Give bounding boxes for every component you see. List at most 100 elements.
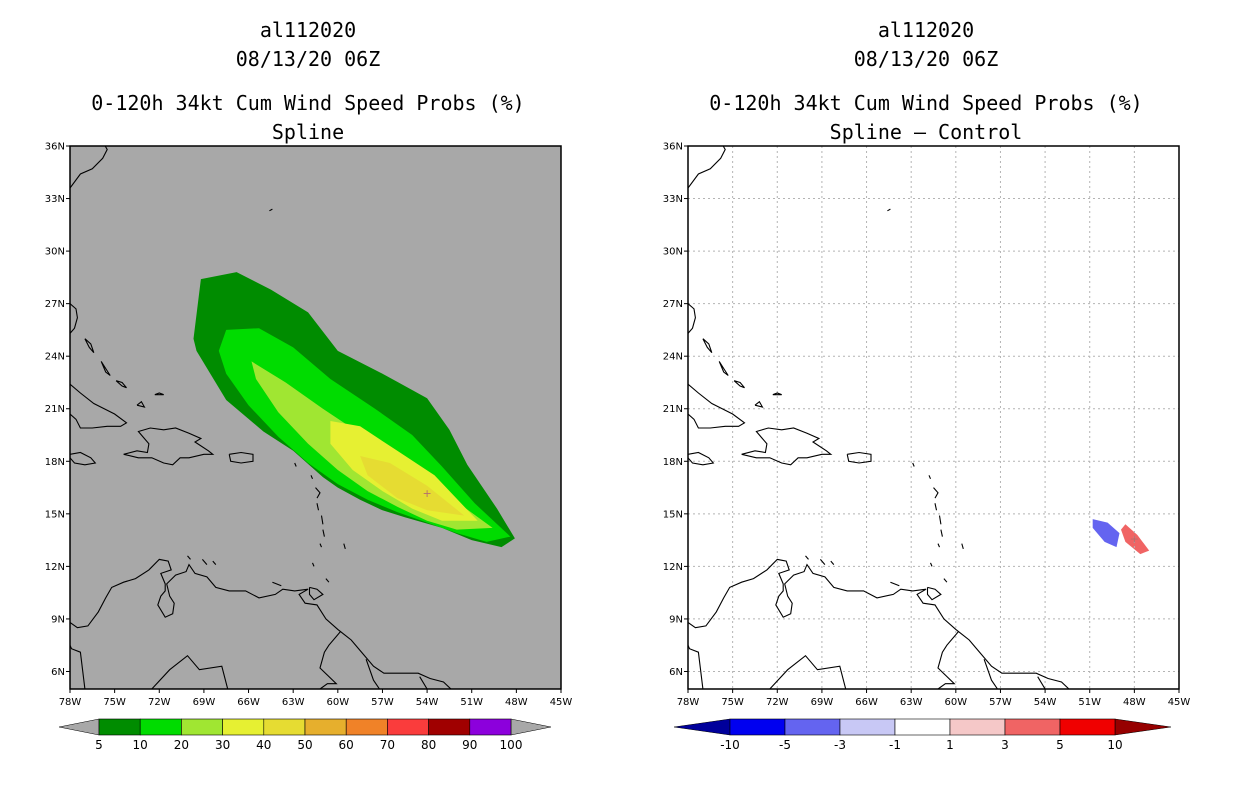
x-tick-label: 54W xyxy=(416,697,439,708)
coastline xyxy=(308,586,324,601)
colorbar-level-label: 3 xyxy=(1001,738,1009,752)
coastline xyxy=(294,462,297,467)
y-tick-label: 12N xyxy=(45,562,65,573)
x-tick-label: 66W xyxy=(237,697,260,708)
y-tick-label: 18N xyxy=(45,457,65,468)
coastline xyxy=(151,654,229,689)
colorbar-level-label: 20 xyxy=(174,738,189,752)
colorbar-level-label: 70 xyxy=(380,738,395,752)
coastline xyxy=(315,487,321,499)
spline-colorbar: 5 10 20 30 40 50 60 70 80 90 100 xyxy=(58,718,552,752)
coastline xyxy=(929,562,933,567)
y-tick-label: 15N xyxy=(45,509,65,520)
colorbar-left-arrow xyxy=(673,718,731,736)
left-title-block: al112020 08/13/20 06Z 0-120h 34kt Cum Wi… xyxy=(58,16,558,147)
colorbar-level-label: 5 xyxy=(1056,738,1064,752)
colorbar-level-label: -1 xyxy=(889,738,901,752)
coastline xyxy=(940,529,943,537)
coastline xyxy=(320,515,324,525)
x-tick-label: 75W xyxy=(721,697,744,708)
coastline xyxy=(322,529,325,537)
coastline xyxy=(84,338,95,354)
map-frame xyxy=(69,145,562,690)
x-tick-label: 57W xyxy=(989,697,1012,708)
colorbar-right-arrow xyxy=(510,718,552,736)
coastline xyxy=(688,451,715,466)
coastline xyxy=(269,208,273,212)
storm-center-marker: + xyxy=(422,487,431,500)
colorbar-level-label: 5 xyxy=(95,738,103,752)
x-tick-label: 54W xyxy=(1034,697,1057,708)
coastline xyxy=(123,427,215,466)
coastline xyxy=(70,451,97,466)
y-tick-label: 27N xyxy=(663,299,683,310)
y-tick-label: 15N xyxy=(663,509,683,520)
coastline xyxy=(928,475,932,480)
x-tick-label: 51W xyxy=(1078,697,1101,708)
coastline xyxy=(887,208,891,212)
coastline xyxy=(769,654,847,689)
y-tick-label: 33N xyxy=(663,194,683,205)
x-tick-label: 45W xyxy=(1168,697,1191,708)
coastline xyxy=(943,578,948,583)
coastline xyxy=(688,146,726,189)
coastline xyxy=(70,383,128,429)
x-tick-label: 48W xyxy=(505,697,528,708)
colorbar-level-label: -5 xyxy=(779,738,791,752)
coastline xyxy=(926,586,942,601)
y-tick-label: 36N xyxy=(663,142,683,153)
colorbar-level-label: 1 xyxy=(946,738,954,752)
coastline xyxy=(830,560,835,565)
coastline xyxy=(70,558,452,689)
contour-40 xyxy=(360,456,465,516)
contour-neg3 xyxy=(1092,519,1120,548)
colorbar-level-label: 50 xyxy=(297,738,312,752)
colorbar-level-label: 30 xyxy=(215,738,230,752)
x-tick-label: 66W xyxy=(855,697,878,708)
y-tick-label: 9N xyxy=(51,614,65,625)
coastline xyxy=(718,361,729,376)
y-tick-label: 36N xyxy=(45,142,65,153)
contour-3 xyxy=(1121,524,1150,555)
coastline xyxy=(805,555,809,560)
coastline xyxy=(912,462,915,467)
coastline xyxy=(741,427,833,466)
map-background xyxy=(688,146,1179,689)
coastline xyxy=(187,555,191,560)
x-tick-label: 72W xyxy=(148,697,171,708)
coastline xyxy=(201,559,208,565)
colorbar-swatch xyxy=(428,718,471,736)
difference-colorbar: -10 -5 -3 -1 1 3 5 10 xyxy=(673,718,1172,752)
coastline xyxy=(228,451,254,464)
map-frame xyxy=(687,145,1180,690)
y-tick-label: 24N xyxy=(45,352,65,363)
x-tick-label: 63W xyxy=(282,697,305,708)
coastline xyxy=(319,630,342,689)
left-product-title: 0-120h 34kt Cum Wind Speed Probs (%) xyxy=(91,91,525,115)
colorbar-level-label: 90 xyxy=(462,738,477,752)
coastline xyxy=(688,383,746,429)
x-tick-label: 69W xyxy=(811,697,834,708)
coastline xyxy=(272,581,282,587)
coastline xyxy=(688,558,1070,689)
colorbar-swatch xyxy=(222,718,265,736)
colorbar-swatch xyxy=(345,718,388,736)
coastline xyxy=(310,475,314,480)
coastline xyxy=(754,400,764,408)
colorbar-swatch xyxy=(98,718,141,736)
coastline xyxy=(733,380,745,389)
coastline xyxy=(890,581,900,587)
coastline xyxy=(154,392,164,396)
coastline xyxy=(934,503,938,511)
colorbar-level-label: 100 xyxy=(500,738,523,752)
x-tick-label: 78W xyxy=(677,697,700,708)
colorbar-level-label: -3 xyxy=(834,738,846,752)
right-product-title: 0-120h 34kt Cum Wind Speed Probs (%) xyxy=(709,91,1143,115)
x-tick-label: 72W xyxy=(766,697,789,708)
colorbar-swatch xyxy=(729,718,786,736)
x-tick-label: 78W xyxy=(59,697,82,708)
y-tick-label: 33N xyxy=(45,194,65,205)
coastline xyxy=(325,578,330,583)
y-tick-label: 6N xyxy=(669,667,683,678)
